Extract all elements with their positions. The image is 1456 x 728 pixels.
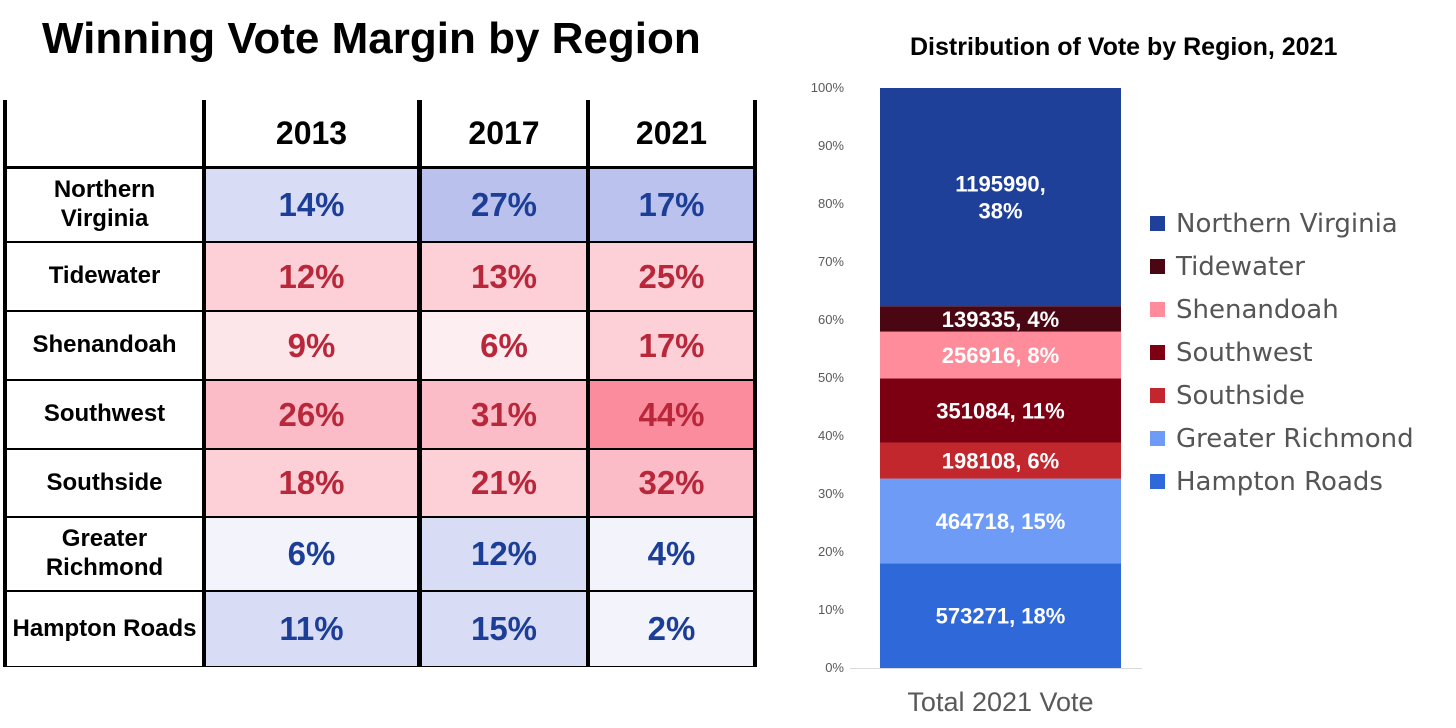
margin-cell-hampton-roads-2013: 11% (206, 592, 417, 666)
x-category-label: Total 2021 Vote (907, 687, 1093, 717)
legend-swatch (1150, 474, 1165, 489)
y-tick-label: 80% (818, 196, 844, 211)
region-label-tidewater: Tidewater (7, 243, 202, 310)
y-tick-label: 30% (818, 486, 844, 501)
legend-label: Greater Richmond (1176, 423, 1414, 454)
legend-swatch (1150, 259, 1165, 274)
bar-segment-shenandoah (880, 331, 1121, 379)
data-label-southside: 198108, 6% (942, 449, 1059, 474)
region-label-southwest: Southwest (7, 381, 202, 448)
table-title: Winning Vote Margin by Region (42, 14, 701, 63)
margin-cell-southwest-2013: 26% (206, 381, 417, 448)
legend-label: Tidewater (1176, 251, 1305, 282)
region-label-shenandoah: Shenandoah (7, 312, 202, 379)
region-label-greater-richmond: Greater Richmond (7, 518, 202, 590)
margin-cell-northern-virginia-2017: 27% (422, 169, 586, 241)
table-left-border (3, 100, 7, 667)
margin-cell-southwest-2021: 44% (590, 381, 753, 448)
legend-label: Southside (1176, 380, 1305, 411)
legend-item-greater-richmond: Greater Richmond (1150, 417, 1414, 460)
y-tick-label: 90% (818, 138, 844, 153)
legend-item-tidewater: Tidewater (1150, 245, 1414, 288)
margin-cell-greater-richmond-2017: 12% (422, 518, 586, 590)
margin-cell-tidewater-2013: 12% (206, 243, 417, 310)
bar-segment-tidewater (880, 306, 1121, 332)
y-tick-label: 0% (825, 660, 844, 675)
margin-cell-tidewater-2017: 13% (422, 243, 586, 310)
y-tick-label: 70% (818, 254, 844, 269)
legend-label: Shenandoah (1176, 294, 1339, 325)
bar-segment-southside (880, 442, 1121, 479)
margin-cell-southwest-2017: 31% (422, 381, 586, 448)
data-label-northern-virginia: 1195990, 38% (955, 172, 1046, 224)
y-tick-label: 60% (818, 312, 844, 327)
chart-legend: Northern Virginia Tidewater Shenandoah Sout… (1150, 202, 1414, 503)
margin-cell-northern-virginia-2021: 17% (590, 169, 753, 241)
data-label-greater-richmond: 464718, 15% (936, 509, 1066, 534)
chart-title: Distribution of Vote by Region, 2021 (910, 33, 1338, 61)
margin-cell-northern-virginia-2013: 14% (206, 169, 417, 241)
year-header-2017: 2017 (422, 100, 586, 166)
margin-cell-southside-2021: 32% (590, 450, 753, 516)
legend-swatch (1150, 345, 1165, 360)
y-tick-label: 10% (818, 602, 844, 617)
legend-item-shenandoah: Shenandoah (1150, 288, 1414, 331)
margin-cell-greater-richmond-2021: 4% (590, 518, 753, 590)
bar-segment-hampton-roads (880, 563, 1121, 668)
data-label-shenandoah: 256916, 8% (942, 343, 1059, 368)
margin-cell-southside-2013: 18% (206, 450, 417, 516)
legend-item-southwest: Southwest (1150, 331, 1414, 374)
year-header-2013: 2013 (206, 100, 417, 166)
legend-swatch (1150, 302, 1165, 317)
legend-item-southside: Southside (1150, 374, 1414, 417)
vote-margin-table: 2013 2017 2021 Northern Virginia 14% 27% 17% Ti… (3, 100, 757, 667)
bar-segment-northern-virginia (880, 88, 1121, 307)
y-tick-label: 50% (818, 370, 844, 385)
year-header-2021: 2021 (590, 100, 753, 166)
margin-cell-hampton-roads-2021: 2% (590, 592, 753, 666)
y-tick-label: 20% (818, 544, 844, 559)
margin-cell-hampton-roads-2017: 15% (422, 592, 586, 666)
data-label-hampton-roads: 573271, 18% (936, 604, 1066, 629)
margin-cell-shenandoah-2013: 9% (206, 312, 417, 379)
legend-item-northern-virginia: Northern Virginia (1150, 202, 1414, 245)
region-label-northern-virginia: Northern Virginia (7, 169, 202, 241)
legend-swatch (1150, 216, 1165, 231)
margin-cell-shenandoah-2017: 6% (422, 312, 586, 379)
legend-label: Northern Virginia (1176, 208, 1398, 239)
y-tick-label: 100% (811, 80, 845, 95)
region-label-hampton-roads: Hampton Roads (7, 592, 202, 666)
legend-item-hampton-roads: Hampton Roads (1150, 460, 1414, 503)
bar-segment-greater-richmond (880, 478, 1121, 564)
margin-cell-southside-2017: 21% (422, 450, 586, 516)
margin-cell-shenandoah-2021: 17% (590, 312, 753, 379)
bar-segment-southwest (880, 378, 1121, 443)
legend-swatch (1150, 431, 1165, 446)
data-label-southwest: 351084, 11% (936, 398, 1064, 423)
vote-distribution-chart: 0% 10% 20% 30% 40% 50% 60% 70% 80% 90% 100% 573271,… (811, 80, 1142, 717)
legend-label: Southwest (1176, 337, 1313, 368)
region-label-southside: Southside (7, 450, 202, 516)
legend-label: Hampton Roads (1176, 466, 1383, 497)
legend-swatch (1150, 388, 1165, 403)
y-tick-label: 40% (818, 428, 844, 443)
header-blank-cell (7, 100, 202, 166)
margin-cell-tidewater-2021: 25% (590, 243, 753, 310)
margin-cell-greater-richmond-2013: 6% (206, 518, 417, 590)
data-label-tidewater: 139335, 4% (942, 307, 1059, 332)
